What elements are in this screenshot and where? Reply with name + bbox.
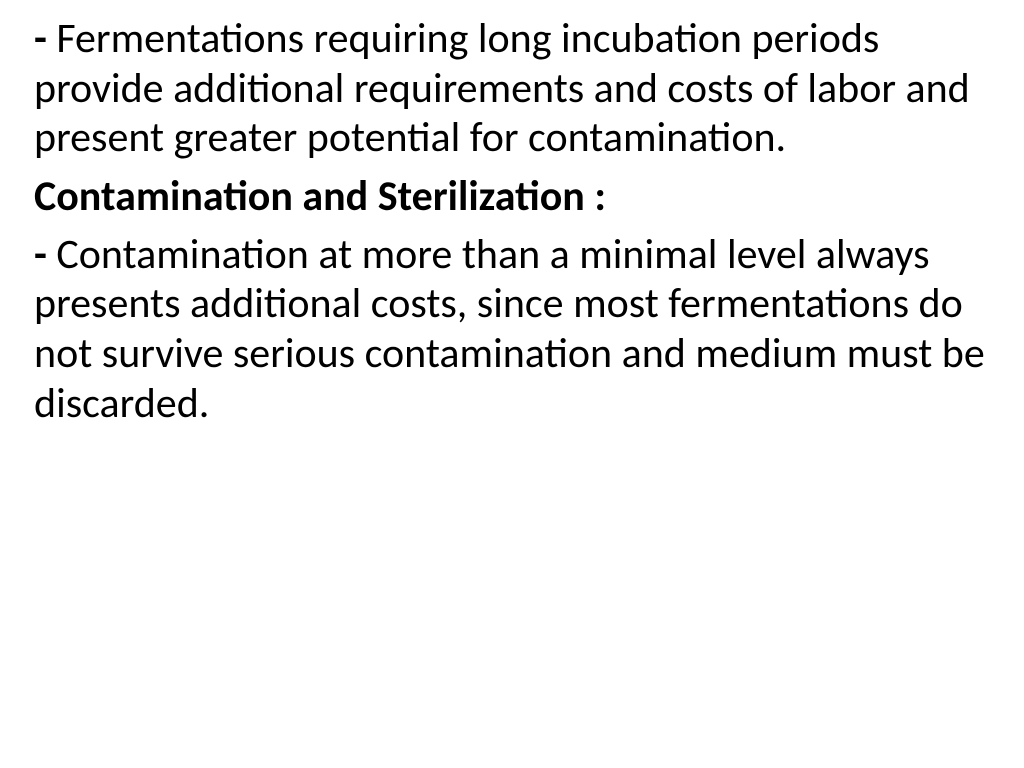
paragraph-2: - Contamination at more than a minimal l… [34, 230, 990, 428]
paragraph-1-text: Fermentations requiring long incubation … [34, 13, 970, 163]
paragraph-1: - Fermentations requiring long incubatio… [34, 14, 990, 163]
slide: - Fermentations requiring long incubatio… [0, 0, 1024, 768]
bullet-dash-2: - [34, 229, 47, 280]
paragraph-2-text: Contamination at more than a minimal lev… [34, 229, 985, 429]
bullet-dash-1: - [34, 13, 47, 64]
section-heading: Contamination and Sterilization : [34, 171, 990, 222]
